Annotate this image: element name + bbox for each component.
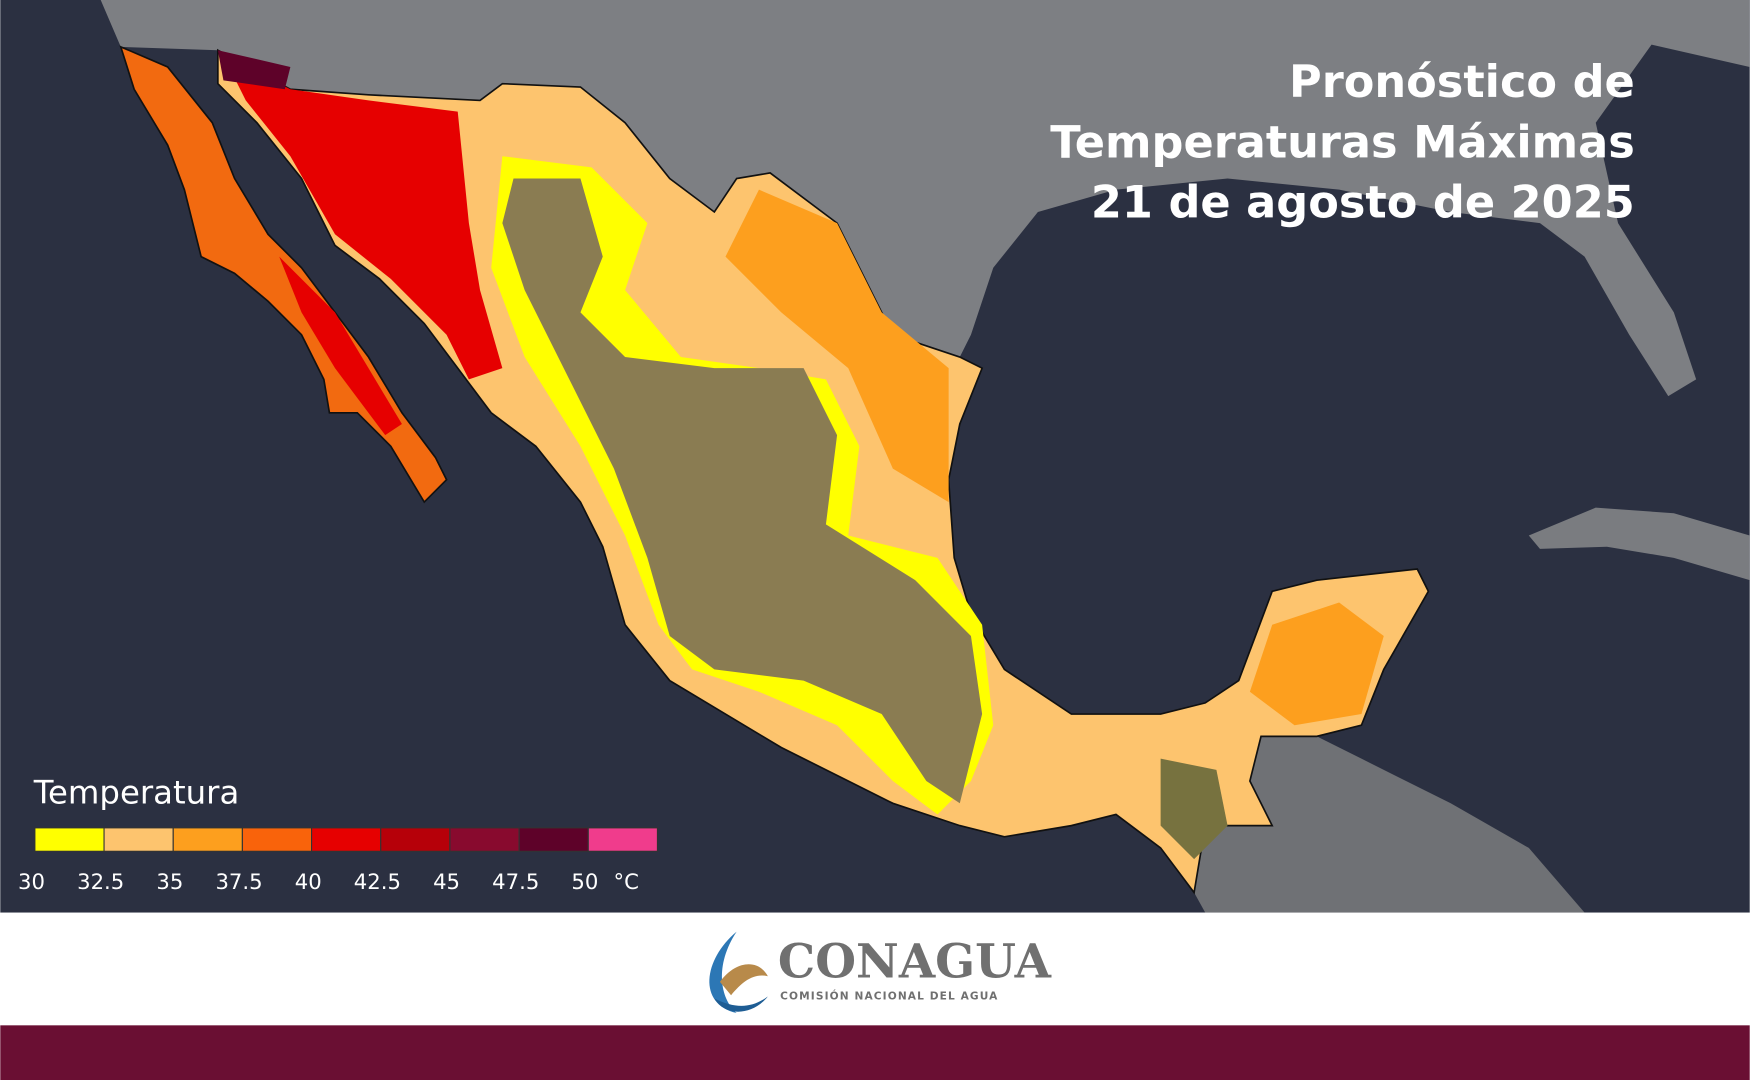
legend-tick-label: 32.5 <box>77 869 124 894</box>
highlands <box>502 178 983 804</box>
hot-zone-sonora <box>223 55 503 380</box>
legend-tick-label: 47.5 <box>492 869 539 894</box>
legend-unit: °C <box>614 869 639 894</box>
cuba <box>1528 507 1750 581</box>
logo-emblem <box>714 996 768 1012</box>
legend-tick-label: 37.5 <box>215 869 262 894</box>
legend-swatch <box>172 827 243 852</box>
legend: Temperatura 30 32.5 35 37.5 40 42.5 45 47.5 50 °C <box>18 773 658 894</box>
logo-emblem <box>719 964 768 996</box>
legend-swatch <box>103 827 174 852</box>
title-line: Pronóstico de <box>1289 56 1635 108</box>
legend-swatch <box>449 827 520 852</box>
footer-band <box>0 1025 1750 1080</box>
map <box>0 0 1750 913</box>
legend-tick-label: 35 <box>156 869 183 894</box>
warm-zone-northeast <box>725 189 949 503</box>
legend-tick-label: 50 <box>571 869 598 894</box>
legend-tick-label: 30 <box>18 869 45 894</box>
footer <box>0 912 1750 1026</box>
legend-swatch <box>34 827 105 852</box>
title-line: 21 de agosto de 2025 <box>1091 177 1635 229</box>
usa <box>100 0 1750 397</box>
legend-swatch <box>587 827 658 852</box>
logo-emblem <box>709 931 737 1014</box>
highlands-chiapas <box>1160 758 1228 860</box>
legend-tick-label: 45 <box>433 869 460 894</box>
legend-swatch <box>518 827 589 852</box>
logo: CONAGUA COMISIÓN NACIONAL DEL AGUA <box>709 931 1052 1014</box>
legend-tick-label: 42.5 <box>354 869 401 894</box>
legend-title: Temperatura <box>33 773 240 811</box>
warm-zone-yucatan <box>1249 602 1384 726</box>
central-america <box>1194 736 1585 913</box>
legend-tick-label: 40 <box>295 869 322 894</box>
legend-swatch <box>380 827 451 852</box>
logo-subtitle: COMISIÓN NACIONAL DEL AGUA <box>780 990 998 1003</box>
very-hot-zone <box>217 50 291 90</box>
legend-swatch <box>241 827 313 852</box>
title-line: Temperaturas Máximas <box>1050 116 1635 168</box>
legend-swatch <box>311 827 382 852</box>
hot-zone-baja <box>279 256 402 436</box>
logo-text: CONAGUA <box>778 934 1052 989</box>
